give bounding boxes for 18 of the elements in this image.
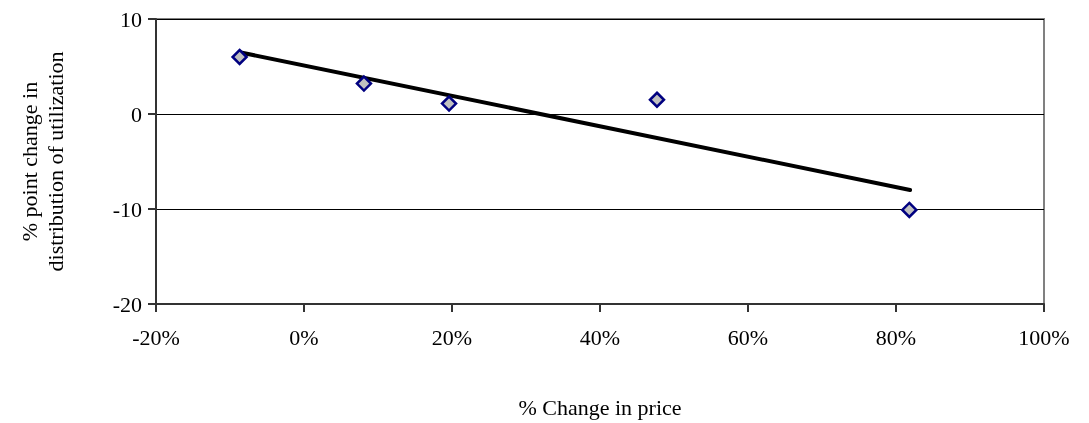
point	[648, 91, 666, 108]
y-axis-title: % point change in distribution of utilization	[16, 51, 68, 272]
point	[355, 75, 373, 92]
x-tick-label: 60%	[727, 324, 769, 350]
y-tick-label: -10	[112, 196, 142, 222]
x-tick-label: -20%	[132, 324, 180, 350]
x-tick-label: 0%	[289, 324, 319, 350]
x-tick-label: 20%	[431, 324, 473, 350]
x-tick-label: 80%	[875, 324, 917, 350]
x-axis-title: % Change in price	[518, 394, 682, 420]
point	[231, 48, 248, 66]
x-tick-label: 40%	[579, 324, 621, 350]
y-tick-label: 0	[131, 101, 142, 127]
y-tick-label: -20	[112, 291, 142, 317]
point	[440, 95, 458, 112]
x-tick-label: 100%	[1018, 324, 1070, 350]
y-tick-label: 10	[120, 6, 142, 32]
point	[901, 201, 918, 219]
